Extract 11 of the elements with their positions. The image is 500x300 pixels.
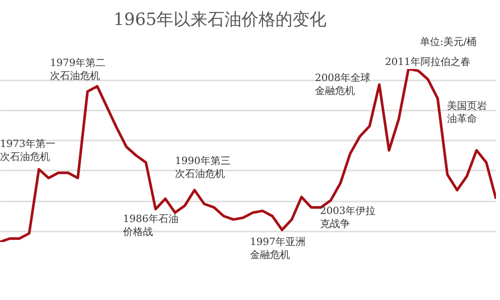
chart-title: 1965年以来石油价格的变化: [112, 9, 328, 31]
annotation: 2003年伊拉克战争: [320, 205, 376, 231]
annotation: 美国页岩油革命: [447, 100, 488, 126]
annotation: 1990年第三次石油危机: [175, 155, 232, 181]
annotation: 1979年第二次石油危机: [50, 57, 106, 83]
text: 单位:美元/桶: [420, 36, 478, 49]
text: 2011年阿拉伯之春: [385, 56, 472, 69]
annotation: 1973年第一次石油危机: [0, 138, 56, 164]
annotation: 2008年全球金融危机: [315, 72, 371, 98]
annotation: 1997年亚洲金融危机: [250, 236, 306, 262]
annotation: 1986年石油价格战: [123, 213, 180, 239]
